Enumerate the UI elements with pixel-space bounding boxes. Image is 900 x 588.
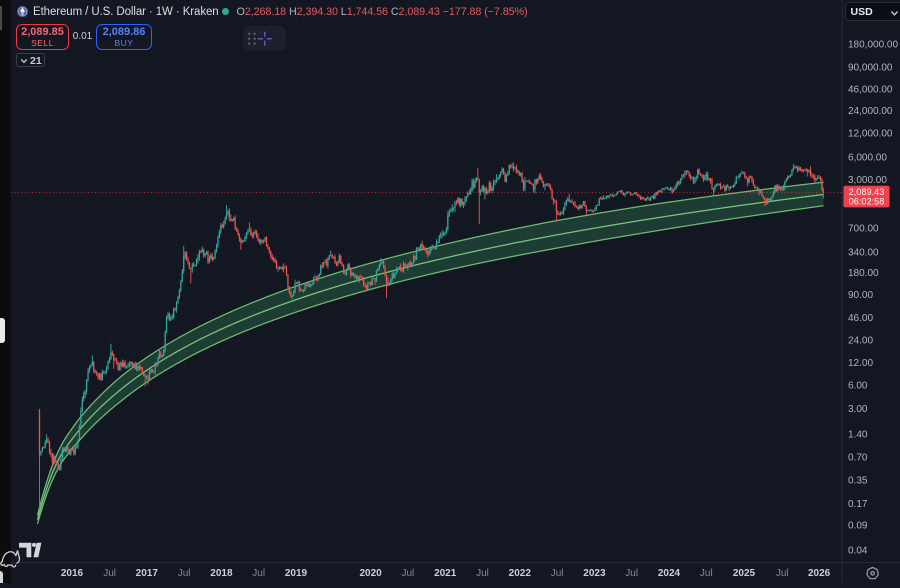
svg-text:Jul: Jul [402, 568, 415, 579]
svg-text:2025: 2025 [733, 568, 756, 579]
svg-text:6,000.00: 6,000.00 [848, 153, 887, 164]
svg-text:24,000.00: 24,000.00 [848, 106, 893, 117]
svg-text:2023: 2023 [583, 568, 606, 579]
svg-text:700.00: 700.00 [848, 223, 879, 234]
svg-text:Jul: Jul [551, 568, 564, 579]
svg-text:Jul: Jul [178, 568, 191, 579]
svg-text:24.00: 24.00 [848, 336, 873, 347]
svg-text:340.00: 340.00 [848, 248, 879, 259]
svg-text:Jul: Jul [252, 568, 265, 579]
svg-text:6.00: 6.00 [848, 381, 868, 392]
svg-text:06:02:58: 06:02:58 [849, 197, 885, 207]
svg-text:2020: 2020 [359, 568, 382, 579]
svg-text:180,000.00: 180,000.00 [848, 40, 898, 51]
svg-text:2026: 2026 [808, 568, 831, 579]
svg-text:2017: 2017 [136, 568, 159, 579]
svg-text:180.00: 180.00 [848, 268, 879, 279]
svg-text:12.00: 12.00 [848, 358, 873, 369]
svg-text:90.00: 90.00 [848, 290, 873, 301]
svg-text:90,000.00: 90,000.00 [848, 63, 893, 74]
svg-text:Jul: Jul [700, 568, 713, 579]
svg-text:2022: 2022 [509, 568, 532, 579]
svg-text:2021: 2021 [434, 568, 457, 579]
svg-text:Jul: Jul [476, 568, 489, 579]
svg-text:2024: 2024 [658, 568, 681, 579]
svg-text:Jul: Jul [776, 568, 789, 579]
svg-text:46,000.00: 46,000.00 [848, 85, 893, 96]
svg-text:3.00: 3.00 [848, 404, 868, 415]
svg-text:2,089.43: 2,089.43 [849, 187, 885, 197]
svg-text:0.35: 0.35 [848, 476, 868, 487]
svg-text:2016: 2016 [61, 568, 84, 579]
svg-text:3,000.00: 3,000.00 [848, 175, 887, 186]
svg-text:0.70: 0.70 [848, 453, 868, 464]
svg-text:46.00: 46.00 [848, 313, 873, 324]
svg-text:Jul: Jul [103, 568, 116, 579]
svg-text:1.40: 1.40 [848, 430, 868, 441]
svg-text:2018: 2018 [210, 568, 233, 579]
svg-text:0.09: 0.09 [848, 520, 868, 531]
svg-text:Jul: Jul [625, 568, 638, 579]
svg-text:0.17: 0.17 [848, 499, 868, 510]
svg-text:2019: 2019 [285, 568, 308, 579]
svg-text:0.04: 0.04 [848, 546, 868, 557]
svg-text:12,000.00: 12,000.00 [848, 128, 893, 139]
